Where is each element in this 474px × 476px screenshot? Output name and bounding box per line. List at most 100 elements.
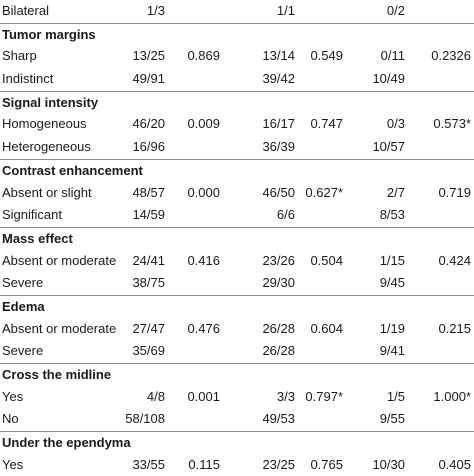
p-value-cell: 0.424 [438,252,471,268]
row-label: Significant [2,207,62,223]
count-cell: 39/42 [262,71,295,87]
count-cell: 1/19 [379,320,405,336]
p-value-cell: 0.719 [438,184,471,200]
count-cell: 6/6 [276,207,295,223]
count-cell: 35/69 [132,343,165,359]
count-cell: 13/25 [132,48,165,64]
section-label: Under the ependyma [2,435,131,451]
count-cell: 3/3 [276,388,295,404]
table-row: Severe 38/75 29/30 9/45 [0,272,474,295]
p-value-cell: 1.000* [433,388,471,404]
p-value-cell: 0.627* [305,184,343,200]
section-header-row: Under the ependyma [0,431,474,454]
section-label: Contrast enhancement [2,162,143,178]
row-label: Indistinct [2,71,54,87]
count-cell: 10/49 [372,71,405,87]
count-cell: 29/30 [262,275,295,291]
count-cell: 0/11 [380,48,405,64]
count-cell: 26/28 [262,343,295,359]
p-value-cell: 0.215 [438,320,471,336]
p-value-cell: 0.009 [187,116,220,132]
section-header-row: Mass effect [0,226,474,250]
row-label: Severe [2,343,44,359]
count-cell: 16/17 [262,116,295,132]
p-value-cell: 0.2326 [431,48,471,64]
count-cell: 38/75 [132,275,165,291]
count-cell: 9/41 [379,343,405,359]
table-row: Bilateral 1/3 1/1 0/2 [0,0,474,23]
p-value-cell: 0.000 [187,184,220,200]
count-cell: 49/53 [262,411,295,427]
count-cell: 1/1 [276,3,295,18]
count-cell: 1/5 [386,388,405,404]
table-row: Yes 33/55 0.115 23/25 0.765 10/30 0.405 [0,454,474,476]
p-value-cell: 0.573* [433,116,471,132]
row-label: Yes [2,388,24,404]
count-cell: 4/8 [146,388,165,404]
row-label: Homogeneous [2,116,87,132]
p-value-cell: 0.747 [310,116,343,132]
p-value-cell: 0.001 [187,388,220,404]
p-value-cell: 0.416 [187,252,220,268]
section-header-row: Contrast enhancement [0,158,474,182]
row-label: Absent or moderate [2,320,117,336]
count-cell: 13/14 [262,48,295,64]
row-label: Absent or slight [2,184,92,200]
table-row: Homogeneous 46/20 0.009 16/17 0.747 0/3 0.573* [0,113,474,136]
section-header-row: Tumor margins [0,22,474,46]
count-cell: 1/3 [146,3,165,18]
p-value-cell: 0.765 [310,456,343,472]
count-cell: 36/39 [262,139,295,155]
row-label: Absent or moderate [2,252,117,268]
count-cell: 9/45 [379,275,405,291]
count-cell: 9/55 [379,411,405,427]
table-row: Absent or moderate 27/47 0.476 26/28 0.604 1/… [0,318,474,341]
p-value-cell: 0.604 [310,320,343,336]
row-label: Severe [2,275,44,291]
section-header-row: Cross the midline [0,363,474,386]
count-cell: 27/47 [132,320,165,336]
count-cell: 46/50 [262,184,295,200]
table-row: Absent or slight 48/57 0.000 46/50 0.627* 2/7… [0,182,474,205]
section-label: Mass effect [2,230,73,246]
count-cell: 10/30 [372,456,405,472]
count-cell: 1/15 [379,252,405,268]
section-header-row: Edema [0,294,474,318]
count-cell: 0/2 [386,3,405,18]
count-cell: 23/25 [262,456,295,472]
table-row: Heterogeneous 16/96 36/39 10/57 [0,136,474,159]
table-row: No 58/108 49/53 9/55 [0,408,474,431]
p-value-cell: 0.115 [188,456,220,472]
row-label: No [2,411,19,427]
section-label: Tumor margins [2,26,96,42]
count-cell: 0/3 [386,116,405,132]
p-value-cell: 0.549 [310,48,343,64]
count-cell: 16/96 [132,139,165,155]
row-label: Bilateral [2,3,49,18]
table-row: Absent or moderate 24/41 0.416 23/26 0.504 1/… [0,250,474,273]
row-label: Heterogeneous [2,139,91,155]
table-row: Sharp 13/25 0.869 13/14 0.549 0/11 0.2326 [0,45,474,68]
count-cell: 48/57 [132,184,165,200]
count-cell: 46/20 [132,116,165,132]
count-cell: 8/53 [379,207,405,223]
count-cell: 26/28 [262,320,295,336]
p-value-cell: 0.405 [438,456,471,472]
count-cell: 24/41 [132,252,165,268]
table-row: Indistinct 49/91 39/42 10/49 [0,68,474,91]
row-label: Sharp [2,48,37,64]
p-value-cell: 0.869 [187,48,220,64]
table-row: Yes 4/8 0.001 3/3 0.797* 1/5 1.000* [0,386,474,409]
section-label: Edema [2,298,45,314]
p-value-cell: 0.504 [310,252,343,268]
p-value-cell: 0.476 [187,320,220,336]
table-row: Severe 35/69 26/28 9/41 [0,340,474,363]
section-label: Cross the midline [2,367,112,382]
count-cell: 58/108 [125,411,165,427]
count-cell: 33/55 [132,456,165,472]
count-cell: 23/26 [262,252,295,268]
count-cell: 2/7 [386,184,405,200]
section-label: Signal intensity [2,94,99,110]
count-cell: 10/57 [372,139,405,155]
